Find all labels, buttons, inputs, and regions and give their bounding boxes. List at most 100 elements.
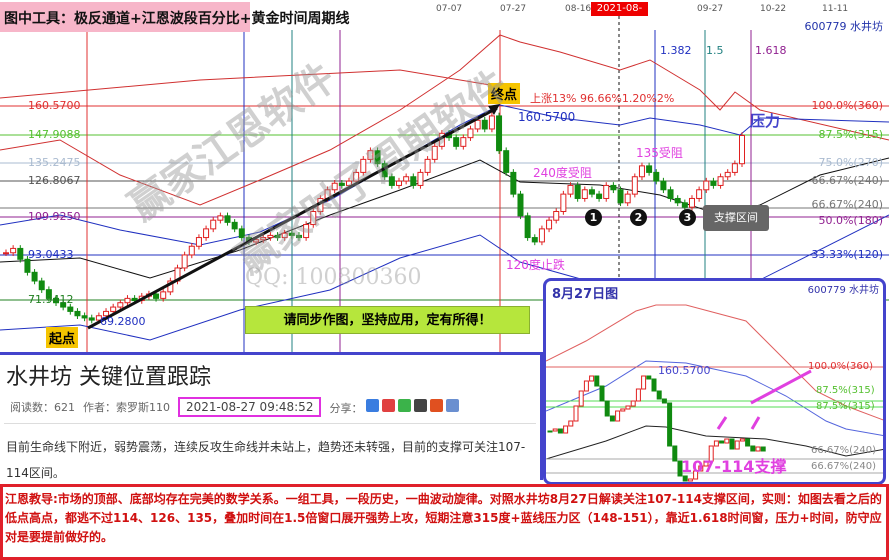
candle-body xyxy=(124,297,131,304)
candle-body xyxy=(681,202,688,208)
resist-240-label: 240度受阻 xyxy=(533,166,592,180)
candle-body xyxy=(538,228,545,243)
candle-body xyxy=(38,280,45,291)
bottom-commentary: 江恩教导:市场的顶部、底部均存在完美的数学关系。一组工具，一段历史，一曲波动旋律… xyxy=(0,484,889,560)
candle-body xyxy=(610,184,617,191)
candle-body xyxy=(719,440,725,444)
candle-body xyxy=(396,180,403,186)
candle-body xyxy=(231,221,238,230)
right-level-label: 87.5%(315) xyxy=(818,128,883,141)
candle-body xyxy=(661,398,667,404)
candle-body xyxy=(496,115,503,152)
candle-body xyxy=(310,210,317,226)
candle-body xyxy=(745,438,751,447)
right-level-label: 100.0%(360) xyxy=(811,99,883,112)
candle-body xyxy=(731,163,738,173)
article-title: 水井坊 关键位置跟踪 xyxy=(6,365,211,390)
inset-level: 87.5%(315) xyxy=(816,401,875,412)
candle-body xyxy=(567,184,574,195)
candle-body xyxy=(609,415,615,422)
candle-body xyxy=(481,119,488,130)
stop-120-label: 120度止跌 xyxy=(506,258,565,272)
candle-body xyxy=(617,189,624,204)
candle-body xyxy=(253,239,260,243)
price-chart[interactable] xyxy=(0,0,889,352)
candle-body xyxy=(578,390,584,407)
read-count: 621 xyxy=(54,401,75,414)
candle-body xyxy=(625,405,631,410)
share-tieba-icon[interactable] xyxy=(445,398,459,412)
candle-body xyxy=(88,317,95,321)
candle-body xyxy=(739,134,745,165)
share-plus-icon[interactable] xyxy=(365,398,379,412)
main-chart[interactable]: 图中工具：极反通道+江恩波段百分比+黄金时间周期线 07-07 07-27 08… xyxy=(0,0,889,352)
candle-body xyxy=(696,189,703,199)
candle-body xyxy=(24,258,31,273)
candle-body xyxy=(729,438,735,450)
candle-body xyxy=(594,375,600,387)
candle-body xyxy=(267,234,274,239)
left-level-label: 160.5700 xyxy=(28,99,81,112)
candle-body xyxy=(660,180,667,191)
share-wechat-icon[interactable] xyxy=(397,398,411,412)
left-level-label: 135.2475 xyxy=(28,156,81,169)
right-level-label: 33.33%(120) xyxy=(811,248,883,261)
candle-body xyxy=(103,310,110,317)
candle-body xyxy=(674,197,681,204)
candle-body xyxy=(488,115,495,130)
candle-body xyxy=(656,390,662,400)
candle-body xyxy=(703,460,709,467)
candle-body xyxy=(260,237,267,241)
candle-body xyxy=(624,193,631,204)
inset-level: 100.0%(360) xyxy=(808,361,874,372)
chart-title: 图中工具：极反通道+江恩波段百分比+黄金时间周期线 xyxy=(0,2,349,32)
channel-curve xyxy=(0,69,521,99)
candle-body xyxy=(74,310,81,317)
candle-body xyxy=(367,150,374,160)
date-tick: 07-27 xyxy=(500,4,527,14)
share-qq-icon[interactable] xyxy=(413,398,427,412)
stock-code: 600779 水井坊 xyxy=(804,20,884,33)
left-level-label: 93.0433 xyxy=(28,248,74,261)
candle-body xyxy=(631,176,638,195)
sync-banner: 请同步作图，坚持应用，定有所得！ xyxy=(245,306,530,334)
candle-body xyxy=(410,176,417,186)
candle-body xyxy=(630,400,636,407)
candle-body xyxy=(288,232,295,236)
ratio-1382: 1.382 xyxy=(660,44,692,57)
candle-body xyxy=(517,193,524,217)
end-point-label: 终点 xyxy=(488,83,521,104)
share-weibo-icon[interactable] xyxy=(381,398,395,412)
share-tencent-icon[interactable] xyxy=(429,398,443,412)
candle-body xyxy=(31,271,38,282)
candle-body xyxy=(596,193,603,199)
candle-body xyxy=(646,375,652,380)
candle-body xyxy=(553,210,560,221)
candle-body xyxy=(431,145,438,160)
candle-body xyxy=(698,465,704,472)
candle-body xyxy=(417,171,424,186)
inset-title: 8月27日图 xyxy=(552,287,619,302)
candle-body xyxy=(345,180,352,186)
candle-body xyxy=(750,445,756,452)
candle-body xyxy=(181,254,188,269)
author-link[interactable]: 索罗斯110 xyxy=(116,401,170,414)
candle-body xyxy=(651,378,657,392)
candle-body xyxy=(739,438,745,442)
candle-body xyxy=(81,315,88,319)
candle-body xyxy=(546,219,553,230)
candle-body xyxy=(713,440,719,447)
candle-body xyxy=(677,460,683,477)
candle-body xyxy=(604,400,610,417)
candle-body xyxy=(388,176,395,186)
inset-chart: 8月27日图 600779 水井坊 160.5700 100.0%(360) 8… xyxy=(543,278,886,485)
inset-high: 160.5700 xyxy=(658,364,711,377)
left-level-label: 126.8067 xyxy=(28,174,81,187)
candle-body xyxy=(568,420,574,427)
date-tick: 11-11 xyxy=(822,4,849,14)
candle-body xyxy=(195,237,202,247)
candle-body xyxy=(510,171,517,195)
candle-body xyxy=(563,425,569,434)
candle-body xyxy=(635,388,641,402)
article-meta: 阅读数：621 作者：索罗斯110 2021-08-27 09:48:52 分享… xyxy=(4,395,536,424)
